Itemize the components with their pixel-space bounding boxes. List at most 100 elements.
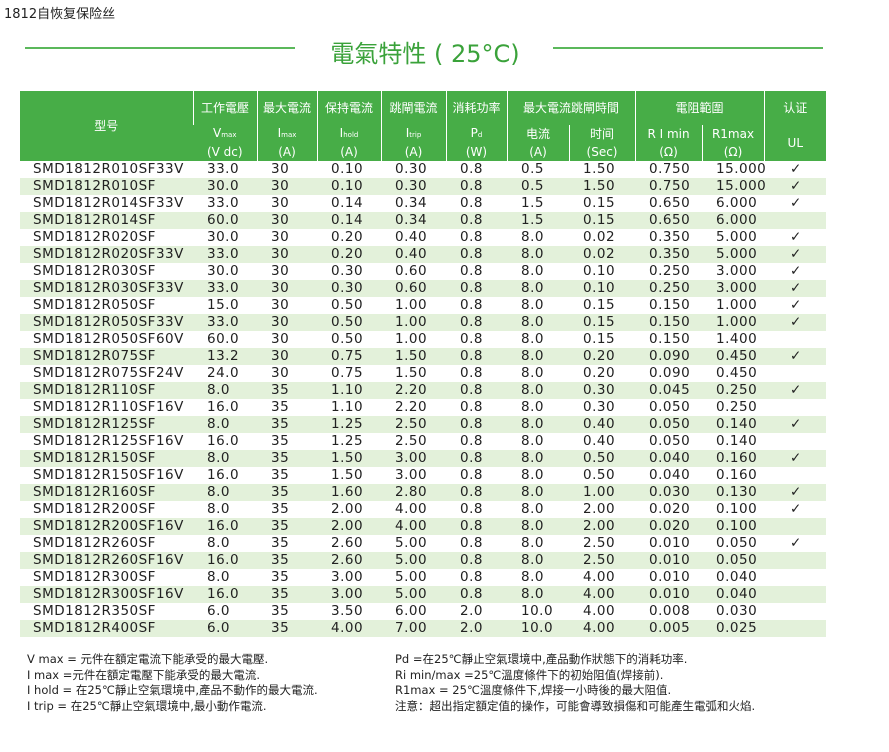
table-cell: 30 [271,161,290,177]
table-cell: 0.8 [446,518,507,535]
table-cell: 30 [257,314,317,331]
table-cell: 5.000 [702,246,765,263]
table-cell: 35 [271,467,290,483]
table-row: SMD1812R260SF 8.0 35 2.60 5.00 0.8 8.0 2.50 0.01… [20,535,826,552]
table-cell: 30 [271,297,290,313]
table-cell: 0.150 [649,297,691,313]
table-cell: 8.0 [507,518,569,535]
table-cell: 2.00 [317,518,381,535]
table-cell: 8.0 [521,229,544,245]
header-cell: 跳閘電流 [380,91,446,125]
table-cell: 0.20 [317,246,381,263]
table-cell: 0.02 [569,246,636,263]
page-title: 1812自恢复保险丝 [4,7,116,22]
table-cell: 16.0 [193,518,257,535]
table-cell: 0.60 [381,280,446,297]
table-cell: SMD1812R014SF33V [33,195,184,211]
header-cell: 认证 [763,91,827,125]
table-cell: ✓ [764,246,827,263]
table-cell: 10.0 [521,603,554,619]
table-cell: 0.50 [331,297,364,313]
header-cell: (Ω) [701,144,765,161]
table-cell [764,433,826,450]
table-cell: 8.0 [193,382,257,399]
table-cell: 8.0 [521,569,544,585]
table-cell: 35 [257,484,317,501]
table-cell: 2.50 [395,433,428,449]
table-cell: 0.045 [635,382,703,399]
table-cell: SMD1812R260SF [33,535,156,551]
table-cell: 35 [257,382,317,399]
table-cell: 30 [271,331,290,347]
table-cell: 2.20 [381,382,446,399]
table-cell: 0.75 [317,348,381,365]
table-cell: ✓ [790,263,802,279]
table-cell: 30.0 [207,229,240,245]
header-cell: R1max [701,125,765,144]
table-cell: 0.8 [460,195,483,211]
spec-table: 型号 工作電壓 最大電流 保持電流 跳閘電流 消耗功率 最大電流跳閘時間 電阻範… [20,91,827,637]
table-cell [764,552,827,569]
table-cell: 16.0 [207,399,240,415]
table-cell: 0.8 [460,365,483,381]
table-cell: SMD1812R050SF [33,297,156,313]
table-cell: 35 [257,552,317,569]
table-cell: 0.350 [649,229,691,245]
table-cell: 1.50 [395,365,428,381]
table-cell: 8.0 [521,467,544,483]
table-cell: 0.010 [635,552,703,569]
table-cell: 8.0 [193,484,257,501]
table-row: SMD1812R150SF 8.0 35 1.50 3.00 0.8 8.0 0.50 0.04… [20,450,827,467]
table-cell: 1.25 [317,416,381,433]
table-cell: 0.8 [446,212,507,229]
header-cell: Vmax [193,125,257,144]
table-cell: 5.00 [381,552,446,569]
table-cell: 4.00 [317,620,381,637]
table-cell: 0.40 [395,229,428,245]
table-cell: 0.050 [635,416,703,433]
symbol: I [339,126,344,140]
header-cell: (A) [256,144,317,161]
header-cell: 電阻範圍 [634,91,765,125]
table-cell: 35 [271,569,290,585]
table-cell: 0.450 [716,365,758,381]
table-cell [764,331,826,348]
table-cell: 5.00 [395,569,428,585]
table-cell: SMD1812R300SF16V [20,586,193,603]
table-cell: 0.30 [583,399,616,415]
rule [553,47,823,49]
table-cell: 6.000 [716,195,758,211]
table-cell: 0.30 [395,161,428,177]
table-cell: 3.50 [331,603,364,619]
table-cell: 8.0 [507,416,569,433]
table-cell: 2.00 [331,501,364,517]
table-cell [764,518,827,535]
table-cell: 4.00 [569,586,636,603]
table-row: SMD1812R125SF16V 16.0 35 1.25 2.50 0.8 8.0 0.40… [20,433,826,450]
table-cell: 0.030 [716,603,758,619]
table-cell: 0.8 [460,331,483,347]
table-row: SMD1812R050SF 15.0 30 0.50 1.00 0.8 8.0 0.15 0.1… [20,297,826,314]
table-cell: 0.040 [702,586,765,603]
symbol: P [470,126,478,140]
header-cell: (A) [380,144,446,161]
table-cell: 15.000 [702,178,766,195]
table-row: SMD1812R014SF 60.0 30 0.14 0.34 0.8 1.5 0.15 0.6… [20,212,827,229]
header-cell: 保持電流 [316,91,381,125]
table-cell: 0.20 [569,348,636,365]
table-cell: ✓ [764,280,827,297]
table-cell: 0.40 [569,416,636,433]
table-cell: 0.040 [716,569,758,585]
table-cell: 0.750 [635,178,703,195]
table-row: SMD1812R075SF24V 24.0 30 0.75 1.50 0.8 8.0 0.20… [20,365,826,382]
table-cell: ✓ [790,161,802,177]
header-cell: (W) [445,144,507,161]
table-cell: ✓ [790,501,802,517]
table-cell: 0.160 [702,450,765,467]
table-cell: SMD1812R010SF [20,178,193,195]
table-cell: 2.60 [317,552,381,569]
table-cell: 0.30 [331,263,364,279]
table-cell: 1.10 [317,382,381,399]
header-cell: 工作電壓 [192,91,257,125]
